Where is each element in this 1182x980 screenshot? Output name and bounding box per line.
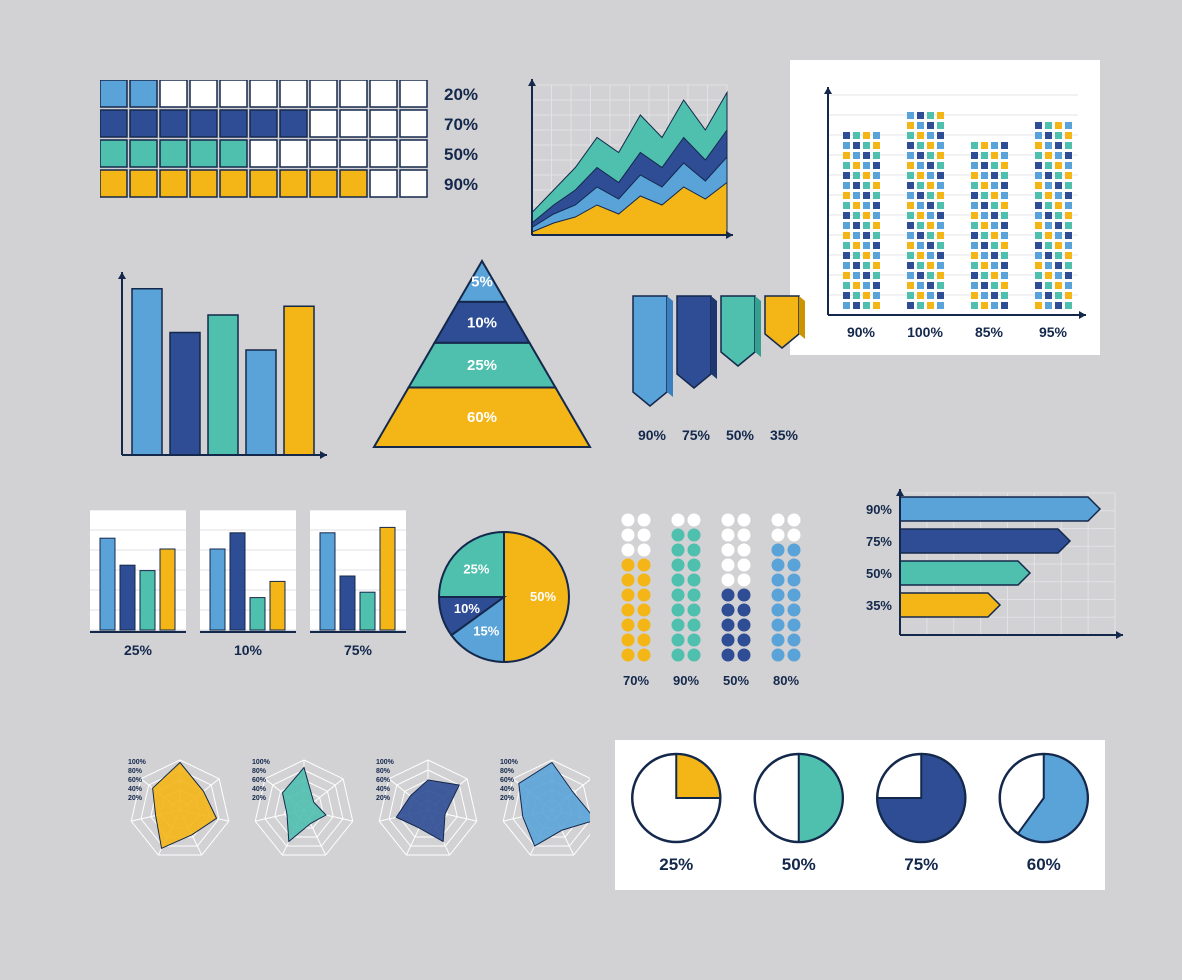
svg-text:40%: 40%	[500, 786, 515, 793]
svg-text:50%: 50%	[444, 145, 478, 164]
svg-text:50%: 50%	[726, 427, 755, 443]
svg-text:100%: 100%	[128, 759, 147, 766]
svg-text:70%: 70%	[623, 673, 649, 688]
svg-text:40%: 40%	[252, 786, 267, 793]
svg-text:60%: 60%	[1027, 855, 1061, 874]
svg-text:90%: 90%	[444, 175, 478, 194]
svg-text:100%: 100%	[500, 759, 519, 766]
svg-text:50%: 50%	[530, 589, 556, 604]
svg-text:10%: 10%	[467, 314, 497, 331]
svg-text:20%: 20%	[500, 795, 515, 802]
svg-text:25%: 25%	[124, 642, 153, 658]
svg-text:80%: 80%	[252, 768, 267, 775]
svg-text:20%: 20%	[376, 795, 391, 802]
svg-text:100%: 100%	[376, 759, 395, 766]
h-arrow-bars: 90% 75% 50% 35%	[848, 485, 1128, 665]
svg-text:15%: 15%	[473, 624, 499, 639]
svg-text:40%: 40%	[376, 786, 391, 793]
dotted-bars-card: 90% 100% 85% 95%	[790, 60, 1100, 355]
svg-text:50%: 50%	[866, 566, 892, 581]
svg-text:20%: 20%	[444, 85, 478, 104]
svg-text:60%: 60%	[376, 777, 391, 784]
svg-text:10%: 10%	[234, 642, 263, 658]
radar-charts: 100% 80% 60% 40% 20% 100% 80% 60% 40% 20% 100% 80% 6…	[90, 730, 590, 895]
svg-text:75%: 75%	[682, 427, 711, 443]
svg-text:50%: 50%	[782, 855, 816, 874]
svg-text:5%: 5%	[471, 273, 493, 290]
svg-text:95%: 95%	[1039, 324, 1068, 340]
area-chart	[510, 65, 740, 255]
svg-text:90%: 90%	[866, 502, 892, 517]
svg-text:80%: 80%	[773, 673, 799, 688]
svg-text:25%: 25%	[463, 561, 489, 576]
svg-text:75%: 75%	[904, 855, 938, 874]
svg-text:35%: 35%	[770, 427, 799, 443]
svg-text:90%: 90%	[847, 324, 876, 340]
svg-text:85%: 85%	[975, 324, 1004, 340]
svg-text:10%: 10%	[454, 601, 480, 616]
svg-text:20%: 20%	[252, 795, 267, 802]
svg-text:70%: 70%	[444, 115, 478, 134]
svg-text:60%: 60%	[500, 777, 515, 784]
svg-text:60%: 60%	[467, 409, 497, 426]
svg-text:60%: 60%	[128, 777, 143, 784]
svg-text:80%: 80%	[376, 768, 391, 775]
svg-text:60%: 60%	[252, 777, 267, 784]
svg-text:75%: 75%	[866, 534, 892, 549]
svg-text:40%: 40%	[128, 786, 143, 793]
simple-bars	[100, 260, 330, 475]
mini-bars: 25% 10% 75%	[90, 510, 420, 685]
arrow-bars-down: 90% 75% 50% 35%	[625, 290, 810, 470]
svg-text:35%: 35%	[866, 598, 892, 613]
progress-grid: 20% 70% 50% 90%	[100, 80, 500, 225]
svg-text:75%: 75%	[344, 642, 373, 658]
svg-text:100%: 100%	[907, 324, 943, 340]
dot-matrix: 70% 90% 50% 80%	[618, 510, 823, 700]
svg-text:25%: 25%	[467, 357, 497, 374]
svg-text:80%: 80%	[128, 768, 143, 775]
svg-text:90%: 90%	[638, 427, 667, 443]
svg-text:20%: 20%	[128, 795, 143, 802]
donut-card: 25% 50% 75% 60%	[615, 740, 1105, 890]
pyramid: 5% 10% 25% 60%	[370, 255, 595, 460]
svg-text:90%: 90%	[673, 673, 699, 688]
pie-chart: 50% 15% 10% 25%	[432, 525, 577, 675]
svg-text:100%: 100%	[252, 759, 271, 766]
svg-text:50%: 50%	[723, 673, 749, 688]
svg-text:80%: 80%	[500, 768, 515, 775]
svg-text:25%: 25%	[659, 855, 693, 874]
